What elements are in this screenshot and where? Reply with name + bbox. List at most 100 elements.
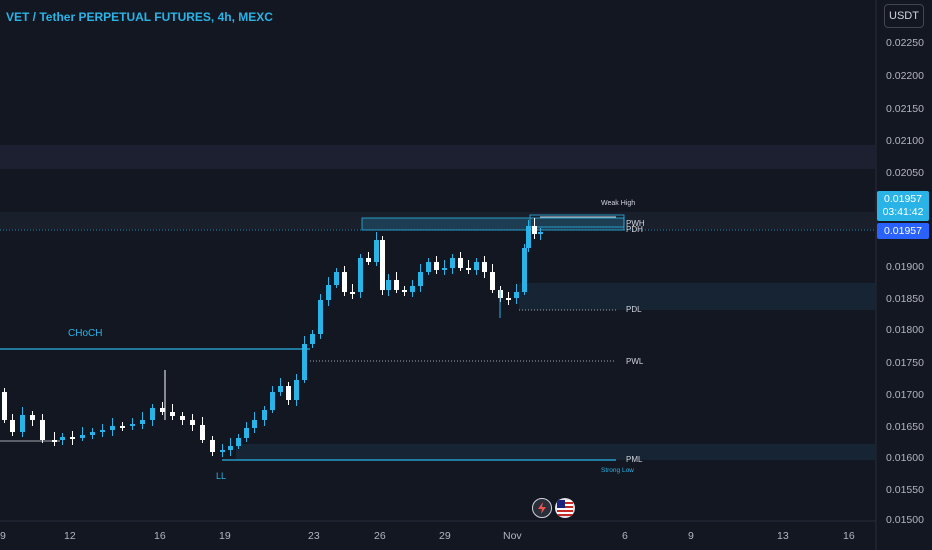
candle-body	[310, 334, 315, 344]
currency-selector[interactable]: USDT	[884, 4, 924, 28]
candle-body	[70, 437, 75, 439]
candle-body	[426, 262, 431, 272]
candle-body	[180, 416, 185, 420]
price-tick: 0.02050	[886, 167, 924, 179]
candle-body	[140, 420, 145, 424]
candle-body	[302, 344, 307, 380]
candle-body	[294, 380, 299, 400]
time-tick: 19	[219, 530, 231, 542]
candle-body	[466, 268, 471, 270]
crosshair-price-badge: 0.01957	[877, 223, 929, 239]
candle-body	[286, 386, 291, 400]
ll-label: LL	[216, 471, 227, 481]
weak-high-label: Weak High	[601, 200, 636, 207]
candle-body	[374, 240, 379, 262]
price-tick: 0.02200	[886, 70, 924, 82]
time-tick: 16	[843, 530, 855, 542]
candle-body	[150, 408, 155, 420]
candle-body	[252, 420, 257, 428]
candle-body	[442, 268, 447, 270]
candle-body	[538, 232, 543, 234]
candle-body	[52, 440, 57, 442]
candle-body	[532, 226, 537, 234]
pwl-label: PWL	[626, 357, 644, 366]
pml-label: PML	[626, 455, 643, 464]
candle-body	[506, 298, 511, 300]
time-tick: 26	[374, 530, 386, 542]
price-tick: 0.01800	[886, 324, 924, 336]
price-tick: 0.01500	[886, 514, 924, 526]
choch-label: CHoCH	[68, 328, 103, 339]
candle-body	[410, 286, 415, 292]
time-tick: 6	[622, 530, 628, 542]
price-tick: 0.01550	[886, 484, 924, 496]
time-tick: 16	[154, 530, 166, 542]
time-tick: 9	[688, 530, 694, 542]
candle-body	[482, 262, 487, 272]
supply-zone	[0, 145, 876, 169]
candle-body	[90, 432, 95, 435]
candle-body	[120, 426, 125, 428]
pml-zone	[236, 444, 876, 460]
chart-title: VET / Tether PERPETUAL FUTURES, 4h, MEXC	[6, 10, 273, 24]
order-block	[361, 217, 625, 231]
pdl-zone	[519, 283, 876, 310]
candle-body	[434, 262, 439, 270]
candle-body	[342, 272, 347, 292]
pdh-label: PDH	[626, 225, 643, 234]
candle-body	[402, 290, 407, 292]
candle-body	[200, 425, 205, 440]
price-tick: 0.01900	[886, 261, 924, 273]
candle-body	[220, 450, 225, 452]
price-tick: 0.01750	[886, 357, 924, 369]
candle-body	[2, 392, 7, 420]
candle-body	[386, 280, 391, 290]
time-tick: 23	[308, 530, 320, 542]
price-tick: 0.01850	[886, 293, 924, 305]
candle-body	[522, 248, 527, 292]
pwh-label: PWH	[626, 219, 645, 228]
us-flag-icon[interactable]	[555, 498, 575, 518]
candle-body	[60, 437, 65, 440]
candle-body	[30, 415, 35, 420]
candle-body	[270, 392, 275, 410]
candle-body	[490, 272, 495, 290]
time-tick: 29	[439, 530, 451, 542]
candle-body	[358, 258, 363, 292]
candle-body	[190, 420, 195, 425]
candle-body	[450, 258, 455, 268]
candle-body	[380, 240, 385, 290]
candle-body	[418, 272, 423, 286]
candle-body	[40, 420, 45, 440]
candle-body	[228, 446, 233, 450]
last-price-badge: 0.01957 03:41:42	[877, 191, 929, 221]
time-tick: 12	[64, 530, 76, 542]
candle-body	[318, 300, 323, 334]
pdl-label: PDL	[626, 305, 642, 314]
candle-body	[80, 435, 85, 438]
candle-body	[160, 408, 165, 412]
candle-body	[458, 258, 463, 268]
time-tick: 9	[0, 530, 6, 542]
candle-body	[514, 292, 519, 298]
candle-body	[170, 412, 175, 416]
price-tick: 0.01700	[886, 389, 924, 401]
candle-body	[210, 440, 215, 452]
candle-body	[526, 226, 531, 248]
candle-body	[244, 428, 249, 438]
bar-countdown: 03:41:42	[882, 206, 924, 218]
candle-body	[130, 424, 135, 426]
strong-low-label: Strong Low	[601, 467, 634, 474]
time-tick: Nov	[503, 530, 522, 542]
price-tick: 0.02250	[886, 37, 924, 49]
price-tick: 0.01650	[886, 421, 924, 433]
candle-body	[262, 410, 267, 420]
candle-body	[366, 258, 371, 262]
price-tick: 0.02100	[886, 135, 924, 147]
price-tick: 0.01600	[886, 452, 924, 464]
candle-body	[110, 426, 115, 430]
lightning-icon[interactable]	[532, 498, 552, 518]
price-tick: 0.02150	[886, 103, 924, 115]
